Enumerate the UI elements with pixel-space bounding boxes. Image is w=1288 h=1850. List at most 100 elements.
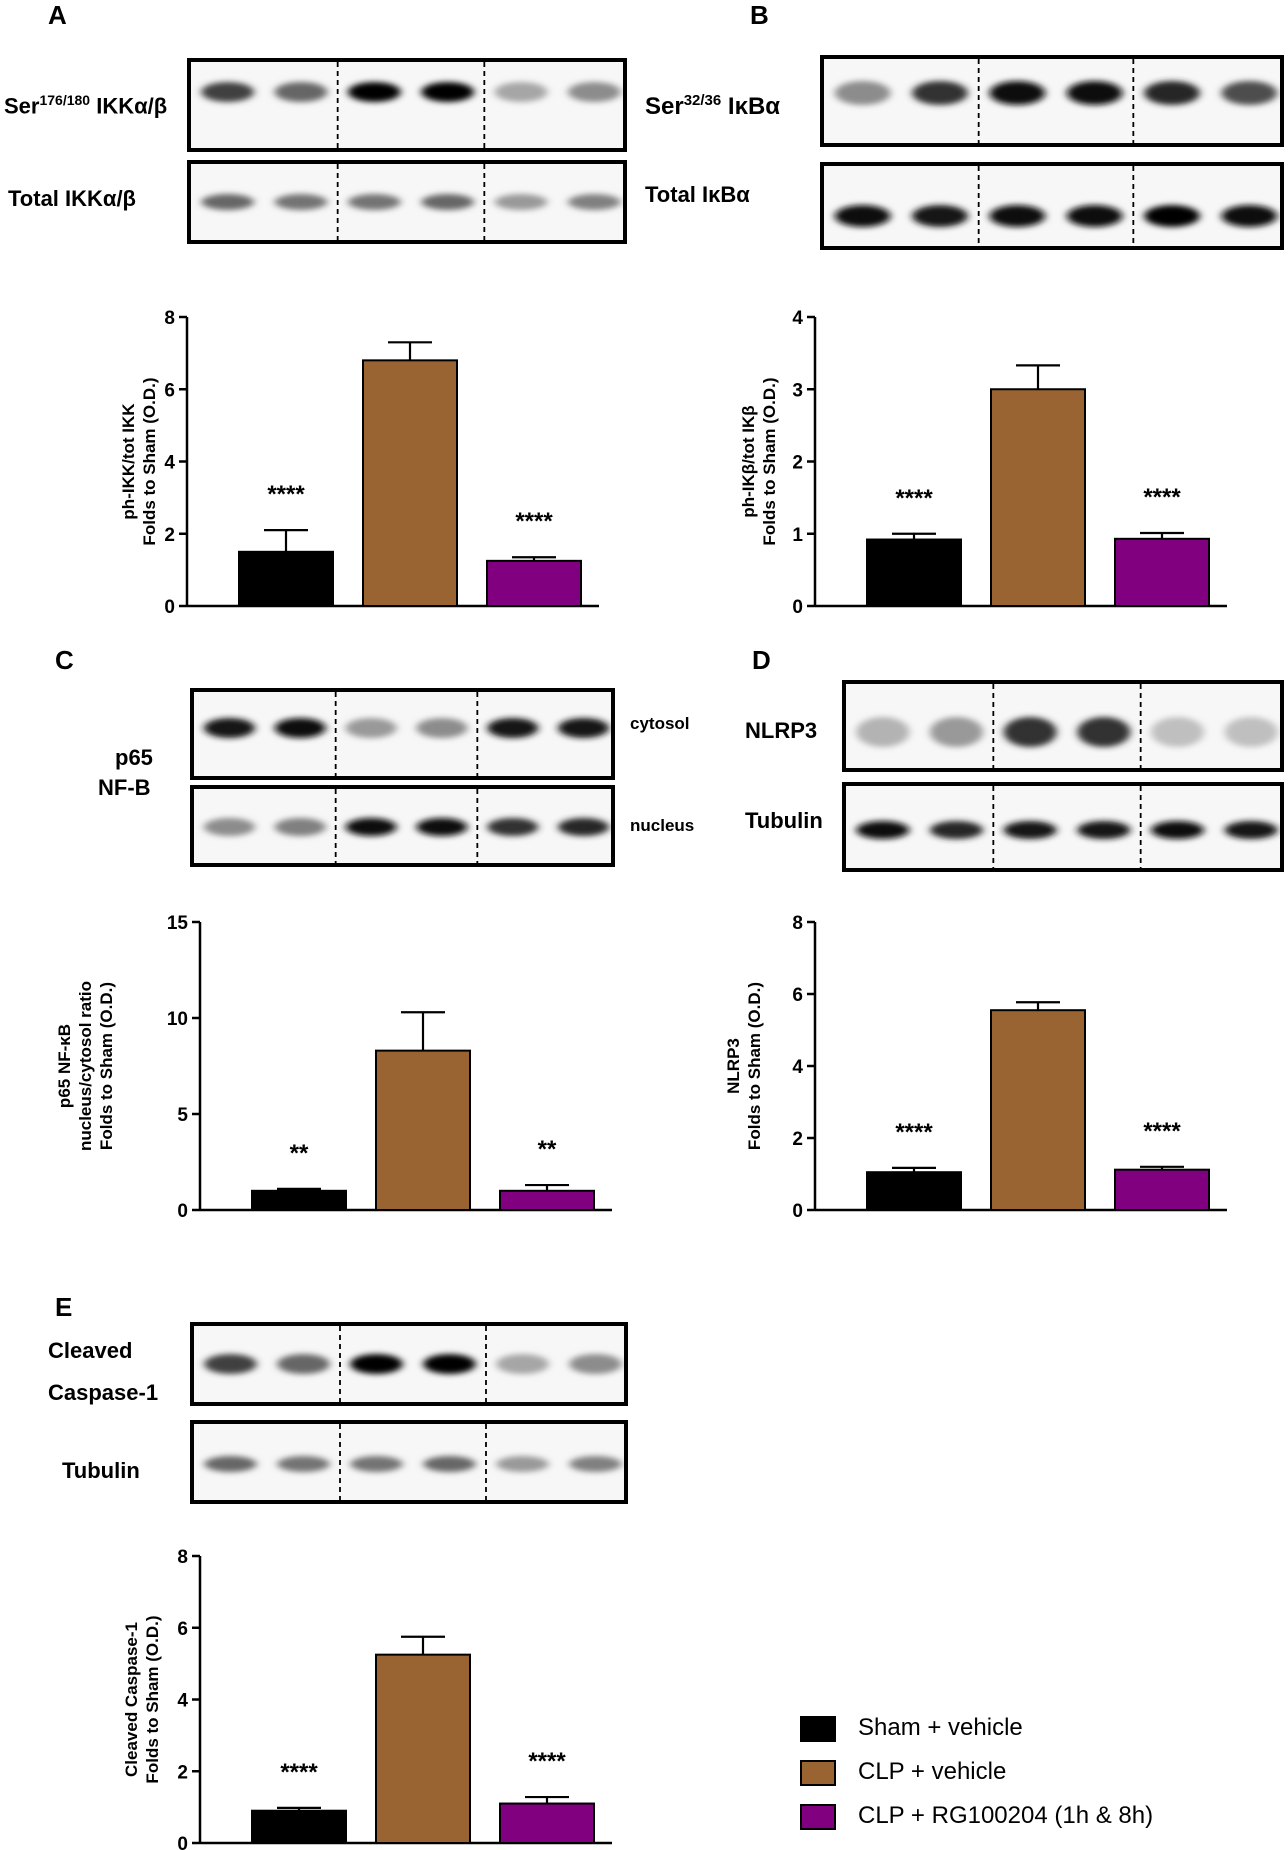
significance-label: **** [267, 481, 305, 508]
legend-swatch-clp [800, 1760, 836, 1786]
y-axis-label: ph-IKβ/tot IKβ [739, 405, 758, 517]
y-axis-label: p65 NF-κB [55, 1024, 74, 1108]
blot-band [274, 718, 326, 738]
y-tick-label: 4 [177, 1691, 188, 1712]
bar-sham [866, 1171, 962, 1211]
blot-band [558, 818, 610, 836]
blot-label-c-bottom: nucleus [630, 816, 695, 835]
blot-label-d-bottom: Tubulin [745, 808, 823, 833]
bar-rg [1114, 537, 1210, 607]
blot-label-e-bottom: Tubulin [62, 1458, 140, 1483]
blot-band [1077, 821, 1131, 839]
blot-band [421, 194, 475, 210]
blot-band [1150, 717, 1205, 747]
blot-b-top [820, 55, 1284, 147]
blot-band [912, 81, 968, 105]
blot-band [494, 194, 548, 210]
y-tick-label: 0 [177, 1834, 188, 1850]
y-axis-label: NLRP3 [724, 1038, 743, 1094]
blot-band [496, 1354, 549, 1374]
blot-band [1221, 205, 1278, 227]
blot-band [1077, 717, 1131, 747]
blot-label-a-top-sup: 176/180 [39, 92, 91, 108]
blot-band [569, 1456, 622, 1472]
bar-sham [238, 550, 334, 607]
significance-label: ** [290, 1140, 309, 1167]
blot-band [350, 1354, 403, 1374]
bar-clp [362, 359, 458, 607]
blot-a-bottom [187, 160, 627, 244]
blot-band [1224, 717, 1278, 747]
blot-band [274, 818, 326, 836]
legend-label-sham: Sham + vehicle [858, 1714, 1023, 1741]
blot-band [274, 82, 328, 102]
blot-c-top [190, 688, 615, 780]
blot-band [567, 82, 621, 102]
blot-band [856, 717, 910, 747]
blot-label-a-top-text: Ser [4, 93, 40, 119]
blot-band [423, 1354, 476, 1374]
y-tick-label: 2 [164, 525, 175, 546]
blot-band [201, 82, 255, 102]
y-tick-label: 8 [177, 1547, 188, 1568]
y-tick-label: 2 [177, 1762, 188, 1783]
blot-band [487, 818, 539, 836]
y-axis-label: Folds to Sham (O.D.) [143, 1615, 162, 1783]
blot-band [989, 205, 1046, 227]
bar-sham [251, 1809, 347, 1845]
blot-band [567, 194, 621, 210]
y-tick-label: 2 [792, 453, 803, 474]
blot-label-b-top-sup: 32/36 [683, 92, 722, 109]
blot-band [416, 718, 468, 738]
protein-label-c-1: p65 [115, 745, 153, 770]
blot-band [1221, 81, 1278, 105]
y-tick-label: 6 [792, 985, 803, 1006]
y-tick-label: 6 [164, 380, 175, 401]
blot-band [204, 1354, 257, 1374]
blot-label-e-top-1: Cleaved [48, 1338, 133, 1363]
blot-band [345, 718, 397, 738]
protein-label-c-2: NF-B [98, 775, 151, 800]
y-tick-label: 0 [177, 1201, 188, 1222]
blot-band [277, 1456, 330, 1472]
blot-band [496, 1456, 549, 1472]
bar-sham [866, 538, 962, 608]
y-tick-label: 5 [177, 1105, 188, 1126]
blot-label-b-bottom: Total IκBα [645, 182, 750, 207]
y-tick-label: 2 [792, 1129, 803, 1150]
blot-e-top [190, 1322, 628, 1406]
blot-band [929, 821, 984, 839]
significance-label: **** [280, 1759, 318, 1786]
blot-band [1003, 821, 1057, 839]
panel-letter-c: C [55, 645, 74, 675]
significance-label: **** [515, 508, 553, 535]
blot-band [277, 1354, 330, 1374]
y-tick-label: 4 [792, 308, 803, 329]
significance-label: **** [895, 1119, 933, 1146]
panel-letter-e: E [55, 1292, 73, 1322]
y-tick-label: 4 [164, 453, 175, 474]
blot-label-b-top-text: Ser [645, 93, 684, 120]
significance-label: **** [1143, 1118, 1181, 1145]
blot-c-bottom [190, 785, 615, 867]
y-axis-label: nucleus/cytosol ratio [76, 981, 95, 1151]
blot-band [929, 717, 984, 747]
blot-band [421, 82, 475, 102]
blot-band [350, 1456, 403, 1472]
blot-band [494, 82, 548, 102]
blot-band [1144, 81, 1200, 105]
legend-swatch-rg [800, 1804, 836, 1830]
blot-band [416, 818, 468, 836]
bar-rg [486, 559, 582, 607]
blot-band [201, 194, 255, 210]
blot-label-a-bottom: Total IKKα/β [8, 186, 136, 211]
y-tick-label: 1 [792, 525, 803, 546]
significance-label: **** [1143, 484, 1181, 511]
bar-rg [499, 1802, 595, 1844]
y-tick-label: 8 [164, 308, 175, 329]
legend-label-clp: CLP + vehicle [858, 1758, 1007, 1785]
bar-clp [990, 388, 1086, 607]
bar-rg [1114, 1168, 1210, 1212]
y-axis-label: ph-IKK/tot IKK [119, 403, 138, 520]
y-tick-label: 0 [792, 597, 803, 618]
